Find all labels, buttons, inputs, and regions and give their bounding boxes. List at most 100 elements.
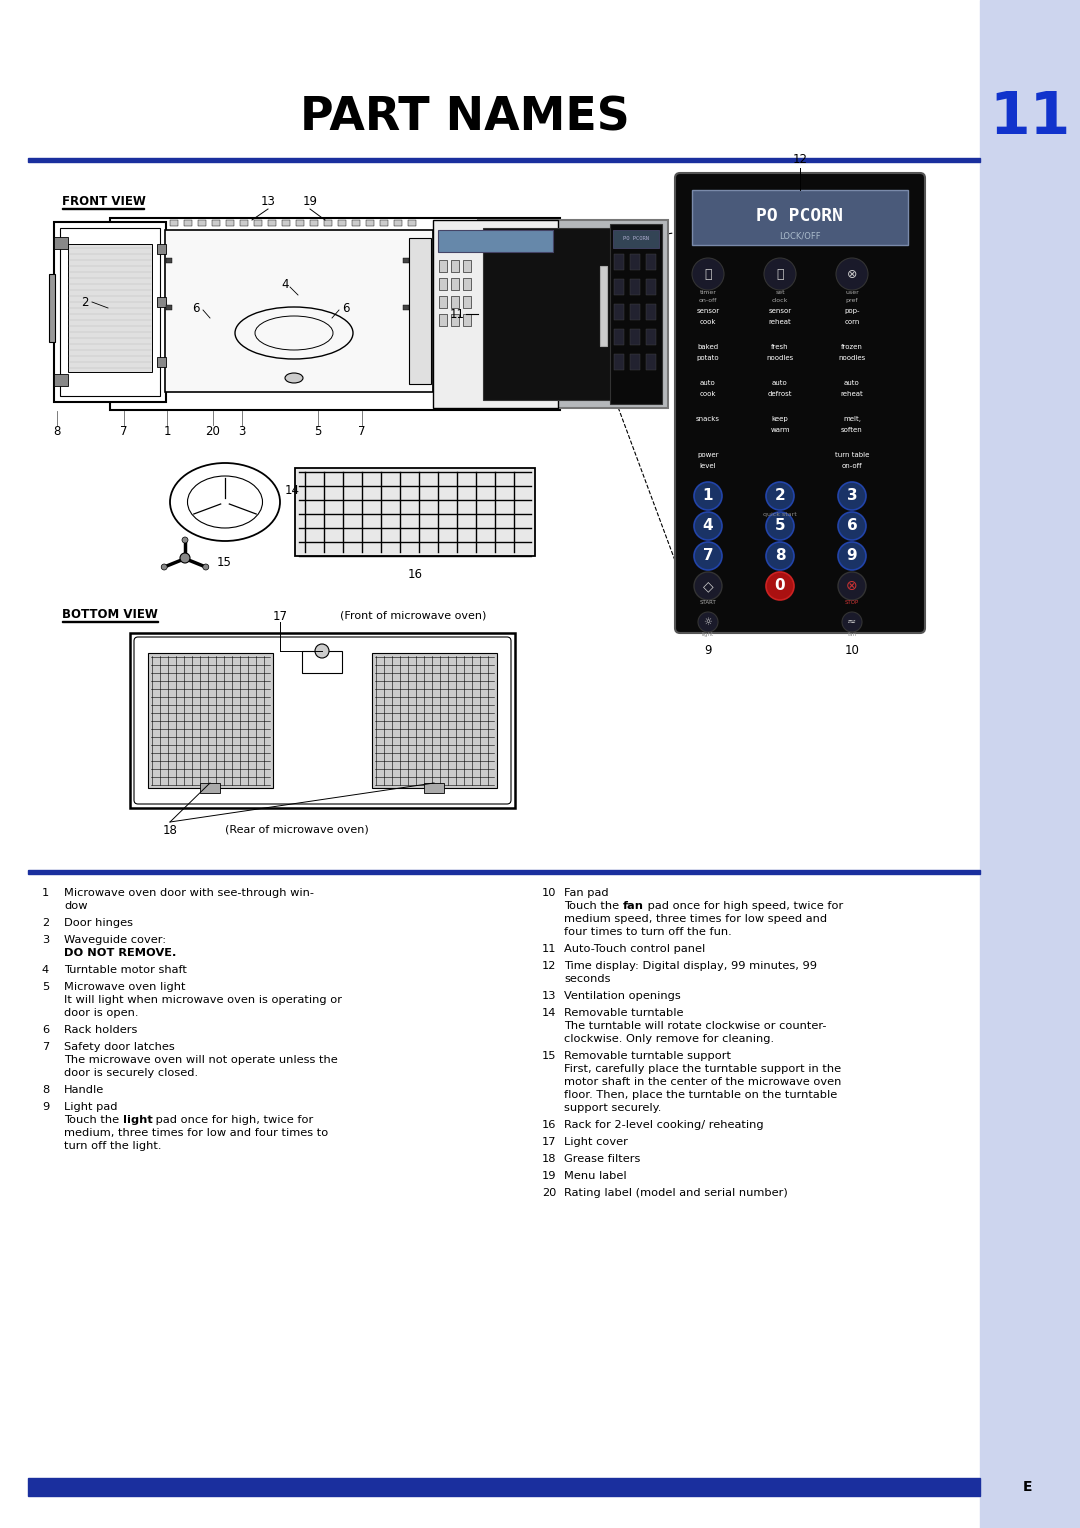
Bar xyxy=(352,220,360,226)
Bar xyxy=(310,220,318,226)
Bar xyxy=(451,260,459,272)
Bar xyxy=(254,220,262,226)
Text: auto: auto xyxy=(845,380,860,387)
Text: pad once for high, twice for: pad once for high, twice for xyxy=(152,1115,314,1125)
Text: DO NOT REMOVE.: DO NOT REMOVE. xyxy=(64,947,176,958)
Bar xyxy=(438,313,447,325)
Bar xyxy=(463,313,471,325)
Text: 14: 14 xyxy=(285,483,300,497)
Text: 7: 7 xyxy=(42,1042,50,1051)
Circle shape xyxy=(180,553,190,562)
Text: Touch the: Touch the xyxy=(564,902,623,911)
Text: light: light xyxy=(123,1115,152,1125)
Text: Door hinges: Door hinges xyxy=(64,918,133,927)
Text: FRONT VIEW: FRONT VIEW xyxy=(62,196,146,208)
Text: 18: 18 xyxy=(542,1154,556,1164)
Text: Safety door latches: Safety door latches xyxy=(64,1042,175,1051)
Text: door is securely closed.: door is securely closed. xyxy=(64,1068,198,1077)
Text: E: E xyxy=(1023,1481,1032,1494)
Bar xyxy=(54,237,68,249)
Bar xyxy=(646,329,656,345)
Bar xyxy=(268,220,276,226)
Bar xyxy=(68,244,152,371)
Text: 15: 15 xyxy=(217,556,232,570)
Text: motor shaft in the center of the microwave oven: motor shaft in the center of the microwa… xyxy=(564,1077,841,1086)
Bar xyxy=(198,220,206,226)
Bar xyxy=(296,220,303,226)
Bar xyxy=(200,782,220,793)
Bar xyxy=(165,231,433,393)
Bar xyxy=(157,296,166,307)
Text: ☼: ☼ xyxy=(704,617,713,626)
Text: Rating label (model and serial number): Rating label (model and serial number) xyxy=(564,1187,787,1198)
Text: The microwave oven will not operate unless the: The microwave oven will not operate unle… xyxy=(64,1054,338,1065)
Ellipse shape xyxy=(285,373,303,384)
Text: Microwave oven door with see-through win-: Microwave oven door with see-through win… xyxy=(64,888,314,898)
Text: 13: 13 xyxy=(260,196,275,208)
Circle shape xyxy=(161,564,167,570)
Text: noodles: noodles xyxy=(838,354,866,361)
Text: 14: 14 xyxy=(542,1008,556,1018)
Text: Grease filters: Grease filters xyxy=(564,1154,640,1164)
Bar xyxy=(451,313,459,325)
Bar xyxy=(613,231,659,248)
Text: 2: 2 xyxy=(42,918,49,927)
Text: 5: 5 xyxy=(42,983,50,992)
Text: 19: 19 xyxy=(302,196,318,208)
Text: 9: 9 xyxy=(847,549,858,564)
Bar xyxy=(226,220,234,226)
Text: door is open.: door is open. xyxy=(64,1008,138,1018)
Text: seconds: seconds xyxy=(564,973,610,984)
Text: Microwave oven light: Microwave oven light xyxy=(64,983,186,992)
Text: PART NAMES: PART NAMES xyxy=(300,95,630,141)
Text: 11: 11 xyxy=(450,307,465,321)
Bar xyxy=(380,220,388,226)
Text: Touch the: Touch the xyxy=(64,1115,123,1125)
Text: user: user xyxy=(846,290,859,295)
Bar xyxy=(692,189,908,244)
Bar xyxy=(403,258,409,263)
Bar xyxy=(54,222,166,402)
Text: (Front of microwave oven): (Front of microwave oven) xyxy=(340,610,486,620)
Bar xyxy=(438,231,553,252)
Circle shape xyxy=(764,258,796,290)
Bar xyxy=(463,278,471,290)
Text: clock: clock xyxy=(772,298,788,303)
Text: 0: 0 xyxy=(774,579,785,593)
Text: floor. Then, place the turntable on the turntable: floor. Then, place the turntable on the … xyxy=(564,1089,837,1100)
Text: auto: auto xyxy=(772,380,788,387)
Text: light: light xyxy=(702,633,714,637)
Circle shape xyxy=(842,613,862,633)
Text: auto: auto xyxy=(700,380,716,387)
Bar xyxy=(630,329,640,345)
Bar xyxy=(615,354,624,370)
Bar xyxy=(28,869,980,874)
Text: Handle: Handle xyxy=(64,1085,105,1096)
Text: 17: 17 xyxy=(272,610,287,623)
Bar xyxy=(302,651,342,672)
Bar xyxy=(338,220,346,226)
Text: reheat: reheat xyxy=(769,319,792,325)
Text: 16: 16 xyxy=(542,1120,556,1131)
Bar xyxy=(212,220,220,226)
Bar xyxy=(610,225,662,403)
Text: level: level xyxy=(700,463,716,469)
Text: turn table: turn table xyxy=(835,452,869,458)
Circle shape xyxy=(766,481,794,510)
Circle shape xyxy=(694,571,723,601)
Text: 3: 3 xyxy=(847,489,858,504)
Bar xyxy=(630,304,640,319)
Text: The turntable will rotate clockwise or counter-: The turntable will rotate clockwise or c… xyxy=(564,1021,826,1031)
Bar xyxy=(240,220,248,226)
Bar xyxy=(184,220,192,226)
Text: Removable turntable support: Removable turntable support xyxy=(564,1051,731,1060)
Bar xyxy=(408,220,416,226)
Text: 1: 1 xyxy=(163,425,171,439)
Bar xyxy=(282,220,291,226)
Circle shape xyxy=(694,512,723,539)
Bar xyxy=(110,219,561,410)
Text: 5: 5 xyxy=(774,518,785,533)
Circle shape xyxy=(694,481,723,510)
Text: 7: 7 xyxy=(359,425,366,439)
Text: 17: 17 xyxy=(542,1137,556,1148)
